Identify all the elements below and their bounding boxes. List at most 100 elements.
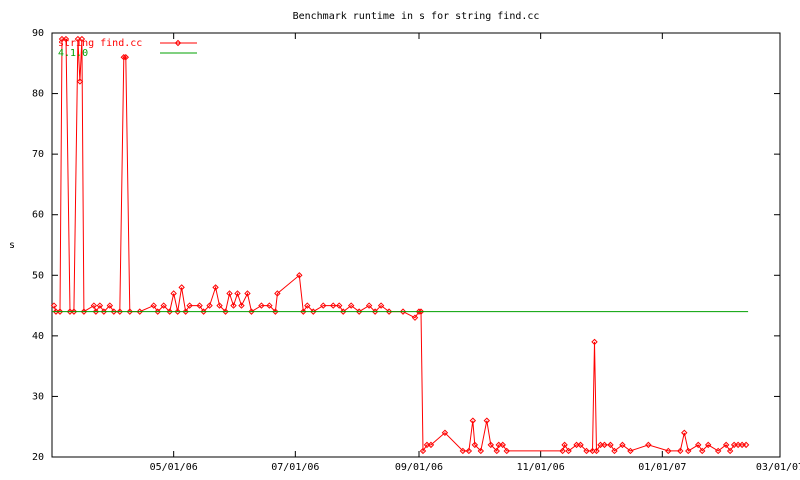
point-marker <box>122 54 130 61</box>
point-marker <box>150 302 157 309</box>
point-marker <box>200 308 207 315</box>
point-marker <box>120 54 128 61</box>
point-marker <box>296 272 303 279</box>
plot-frame <box>51 32 781 458</box>
point-marker <box>371 308 379 315</box>
point-marker <box>110 308 118 315</box>
point-marker <box>503 447 510 455</box>
point-marker <box>347 302 355 309</box>
chart-title: Benchmark runtime in s for string find.c… <box>293 11 540 22</box>
point-marker <box>477 447 485 455</box>
point-marker <box>601 441 608 449</box>
point-marker <box>677 447 684 455</box>
point-marker <box>577 441 584 449</box>
point-marker <box>742 441 750 449</box>
point-marker <box>100 308 108 315</box>
point-marker <box>377 302 385 309</box>
point-marker <box>607 441 614 449</box>
point-marker <box>441 429 449 436</box>
point-marker <box>419 447 427 455</box>
point-marker <box>365 302 373 309</box>
point-marker <box>330 302 337 309</box>
point-marker <box>234 290 241 297</box>
point-marker <box>178 284 185 291</box>
point-marker <box>699 447 706 455</box>
point-marker <box>417 308 425 315</box>
y-tick-label: 90 <box>32 28 44 39</box>
point-marker <box>90 302 98 309</box>
point-marker <box>300 308 307 315</box>
point-marker <box>619 441 626 449</box>
point-marker <box>493 447 500 455</box>
x-tick-label: 03/01/07 <box>756 462 800 473</box>
point-marker <box>411 314 419 321</box>
point-marker <box>722 441 730 449</box>
y-tick-label: 70 <box>32 149 44 160</box>
point-marker <box>339 308 347 315</box>
point-marker <box>244 290 251 297</box>
point-marker <box>399 308 407 315</box>
point-marker <box>230 302 237 309</box>
point-marker <box>591 338 598 346</box>
point-marker <box>96 302 104 309</box>
point-marker <box>565 447 572 455</box>
y-tick-label: 50 <box>32 270 44 281</box>
x-tick-label: 11/01/06 <box>517 462 565 473</box>
point-marker <box>116 308 124 315</box>
point-marker <box>166 308 173 315</box>
x-tick-label: 01/01/07 <box>638 462 686 473</box>
point-marker <box>76 78 84 85</box>
y-tick-label: 80 <box>32 89 44 100</box>
point-marker <box>499 441 506 449</box>
point-marker <box>238 302 245 309</box>
point-marker <box>50 302 58 309</box>
point-marker <box>136 308 143 315</box>
point-marker <box>170 290 177 297</box>
point-marker <box>222 308 229 315</box>
y-tick-label: 60 <box>32 210 44 221</box>
x-tick-label: 07/01/06 <box>271 462 319 473</box>
point-marker <box>681 429 688 436</box>
point-marker <box>427 441 435 449</box>
point-marker <box>459 447 467 455</box>
point-marker <box>726 447 734 455</box>
point-marker <box>206 302 213 309</box>
point-marker <box>62 35 70 43</box>
point-marker <box>56 308 64 315</box>
series-line <box>53 38 747 453</box>
point-marker <box>471 441 479 449</box>
point-marker <box>385 308 393 315</box>
point-marker <box>174 308 181 315</box>
point-marker <box>704 441 712 449</box>
point-marker <box>304 302 311 309</box>
point-marker <box>465 447 473 455</box>
y-tick-label: 30 <box>32 391 44 402</box>
point-marker <box>561 441 568 449</box>
point-marker <box>714 447 722 455</box>
y-tick-label: 20 <box>32 452 44 463</box>
point-marker <box>469 417 477 424</box>
point-marker <box>70 308 78 315</box>
legend-label: 4.1.0 <box>58 48 88 59</box>
point-marker <box>212 284 219 291</box>
point-marker <box>583 447 590 455</box>
point-marker <box>272 308 279 315</box>
legend-marker <box>174 39 182 47</box>
point-marker <box>266 302 273 309</box>
legend-label: string find.cc <box>58 38 142 49</box>
point-marker <box>685 447 692 455</box>
point-marker <box>320 302 327 309</box>
point-marker <box>274 290 281 297</box>
point-marker <box>336 302 343 309</box>
point-marker <box>216 302 223 309</box>
point-marker <box>487 441 495 449</box>
point-marker <box>196 302 203 309</box>
point-marker <box>160 302 167 309</box>
point-marker <box>665 447 672 455</box>
point-marker <box>106 302 114 309</box>
point-marker <box>310 308 317 315</box>
point-marker <box>78 35 86 43</box>
point-marker <box>593 447 600 455</box>
point-marker <box>258 302 265 309</box>
